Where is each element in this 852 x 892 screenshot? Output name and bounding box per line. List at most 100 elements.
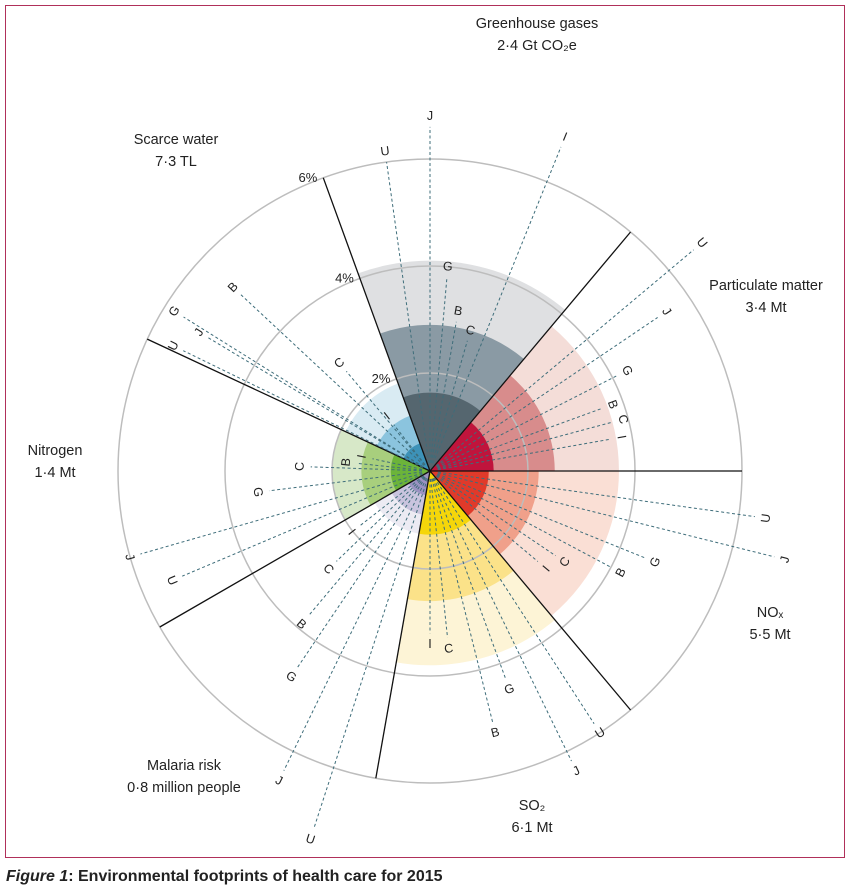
ghg-title-line-1: 2·4 Gt CO₂e: [497, 38, 577, 54]
dashes-layer: [140, 126, 775, 829]
pm-band-0: [430, 422, 494, 471]
pm-country-line-B: [437, 407, 603, 469]
pm-country-line-I: [437, 438, 611, 471]
so2-title-line-0: SO₂: [519, 798, 546, 814]
tick-label-2: 6%: [298, 170, 317, 185]
nox-country-label-U: U: [758, 513, 773, 524]
water-divider: [146, 338, 431, 472]
malaria-country-label-U: U: [304, 831, 317, 847]
ghg-country-line-G: [430, 277, 448, 464]
nitrogen-band-0: [390, 454, 430, 491]
titles-layer: Greenhouse gases 2·4 Gt CO₂e Particulate m…: [28, 16, 823, 836]
ghg-country-line-U: [386, 161, 430, 464]
nox-country-line-G: [437, 473, 646, 559]
malaria-divider: [375, 470, 431, 779]
so2-country-line-G: [432, 478, 507, 679]
pm-title-line-0: Particulate matter: [709, 278, 823, 294]
malaria-country-label-G: G: [283, 668, 299, 685]
water-country-line-I: [393, 424, 426, 466]
nitrogen-country-label-B: B: [339, 457, 354, 467]
malaria-country-line-I: [360, 475, 425, 526]
ghg-band-0: [403, 392, 481, 471]
so2-country-line-J: [433, 477, 572, 762]
water-country-label-I: I: [381, 409, 392, 422]
pm-country-line-J: [436, 317, 658, 467]
ghg-country-label-B: B: [453, 303, 464, 318]
nitrogen-divider: [159, 470, 431, 628]
nitrogen-country-line-G: [268, 471, 423, 492]
malaria-country-line-J: [283, 477, 427, 771]
figure-frame: [5, 5, 845, 858]
pm-country-line-C: [437, 421, 613, 470]
pm-country-label-G: G: [619, 363, 636, 378]
ghg-country-line-C: [431, 340, 468, 464]
water-title-line-1: 7·3 TL: [155, 154, 197, 170]
nox-country-line-U: [437, 471, 755, 518]
pm-country-label-J: J: [659, 305, 674, 318]
malaria-country-label-C: C: [320, 561, 336, 577]
figure-caption: Figure 1: Environmental footprints of he…: [6, 868, 443, 886]
so2-divider: [429, 470, 632, 711]
ghg-country-label-G: G: [442, 259, 453, 274]
tick-label-1: 4%: [335, 270, 354, 285]
so2-country-label-B: B: [489, 725, 500, 741]
nitrogen-country-label-J: J: [122, 552, 137, 562]
water-country-label-G: G: [166, 303, 183, 319]
so2-country-label-U: U: [592, 725, 607, 742]
so2-country-line-U: [433, 477, 595, 724]
water-country-label-U: U: [165, 339, 182, 353]
malaria-country-label-I: I: [345, 526, 358, 537]
water-band-0: [403, 443, 430, 471]
nitrogen-title-line-0: Nitrogen: [28, 443, 83, 459]
nox-title-line-0: NOₓ: [757, 605, 784, 621]
pm-country-label-U: U: [694, 235, 711, 251]
water-country-line-U: [183, 350, 424, 468]
nitrogen-title-line-1: 1·4 Mt: [34, 465, 75, 481]
water-country-label-C: C: [331, 355, 347, 372]
nox-country-label-B: B: [613, 565, 629, 579]
malaria-country-label-B: B: [294, 616, 309, 632]
ghg-divider: [322, 177, 431, 472]
malaria-title-line-0: Malaria risk: [147, 758, 222, 774]
pm-country-label-B: B: [605, 398, 621, 411]
ghg-country-line-B: [430, 321, 457, 464]
nitrogen-country-line-U: [182, 473, 423, 577]
ghg-country-label-U: U: [380, 144, 391, 159]
malaria-country-line-U: [313, 478, 429, 829]
ghg-country-label-C: C: [464, 322, 477, 338]
so2-title-line-1: 6·1 Mt: [511, 820, 552, 836]
malaria-country-line-B: [308, 476, 426, 617]
nitrogen-country-line-C: [310, 466, 423, 472]
so2-country-label-G: G: [502, 681, 516, 697]
pm-country-label-I: I: [614, 434, 628, 440]
tick-label-0: 2%: [372, 371, 391, 386]
figure-number: Figure 1: [6, 868, 69, 885]
nox-country-label-G: G: [647, 555, 664, 569]
nox-country-label-I: I: [540, 563, 553, 575]
pm-country-line-U: [435, 249, 694, 467]
nox-title-line-1: 5·5 Mt: [749, 627, 790, 643]
so2-country-label-C: C: [443, 641, 453, 656]
nox-band-0: [430, 471, 489, 517]
ghg-title-line-0: Greenhouse gases: [476, 16, 599, 32]
figure-title: : Environmental footprints of health car…: [68, 868, 443, 885]
so2-country-label-I: I: [428, 637, 431, 651]
malaria-title-line-1: 0·8 million people: [127, 780, 241, 796]
so2-country-line-C: [430, 478, 449, 638]
malaria-country-line-C: [336, 476, 425, 562]
nox-country-line-I: [435, 475, 539, 562]
nitrogen-country-label-U: U: [164, 574, 180, 588]
ghg-country-label-I: I: [561, 130, 569, 144]
nitrogen-country-label-I: I: [355, 453, 369, 459]
so2-country-label-J: J: [570, 763, 582, 778]
water-country-label-J: J: [191, 326, 206, 339]
nitrogen-country-label-G: G: [251, 486, 266, 497]
nitrogen-country-label-C: C: [293, 462, 307, 472]
ticks-layer: 2% 4% 6%: [298, 170, 390, 386]
bands-layer: [332, 260, 619, 666]
pm-country-label-C: C: [615, 413, 631, 425]
pm-divider: [429, 231, 632, 472]
water-title-line-0: Scarce water: [134, 132, 219, 148]
